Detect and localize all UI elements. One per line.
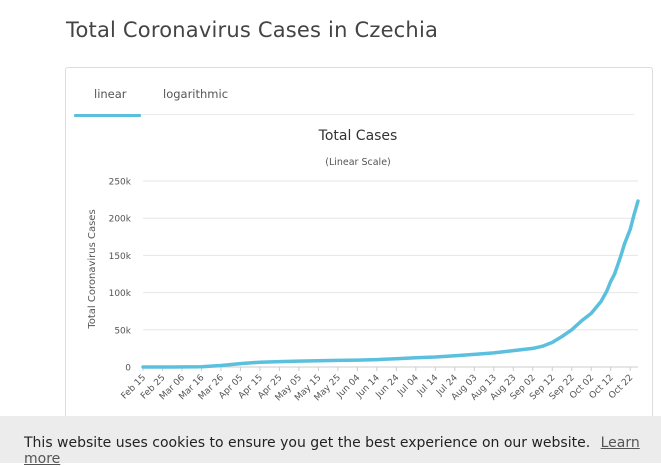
y-tick-label: 150k <box>109 252 132 262</box>
scale-tabs: linear logarithmic <box>74 80 634 117</box>
cookie-text-wrap: This website uses cookies to ensure you … <box>24 435 661 467</box>
y-tick-label: 50k <box>114 326 131 336</box>
cookie-consent-bar: This website uses cookies to ensure you … <box>0 416 661 467</box>
chart-panel: linear logarithmic Total Cases (Linear S… <box>65 67 653 429</box>
tab-logarithmic[interactable]: logarithmic <box>163 87 229 101</box>
y-tick-label: 0 <box>125 364 131 374</box>
y-tick-label: 250k <box>109 178 132 188</box>
y-tick-label: 100k <box>109 289 132 299</box>
page-title: Total Coronavirus Cases in Czechia <box>66 18 439 42</box>
x-tick-label: Jul 14 <box>415 373 441 399</box>
cookie-message: This website uses cookies to ensure you … <box>24 435 591 451</box>
chart-subtitle: (Linear Scale) <box>325 157 391 168</box>
x-tick-label: Jul 04 <box>395 373 421 399</box>
y-axis-label: Total Coronavirus Cases <box>87 209 98 329</box>
tab-linear[interactable]: linear <box>94 87 127 101</box>
series-line-total-cases <box>141 199 640 369</box>
active-tab-indicator <box>74 114 141 117</box>
total-cases-chart: Total Cases (Linear Scale) Total Coronav… <box>87 128 640 403</box>
chart-title: Total Cases <box>318 128 398 144</box>
y-tick-label: 200k <box>109 215 132 225</box>
